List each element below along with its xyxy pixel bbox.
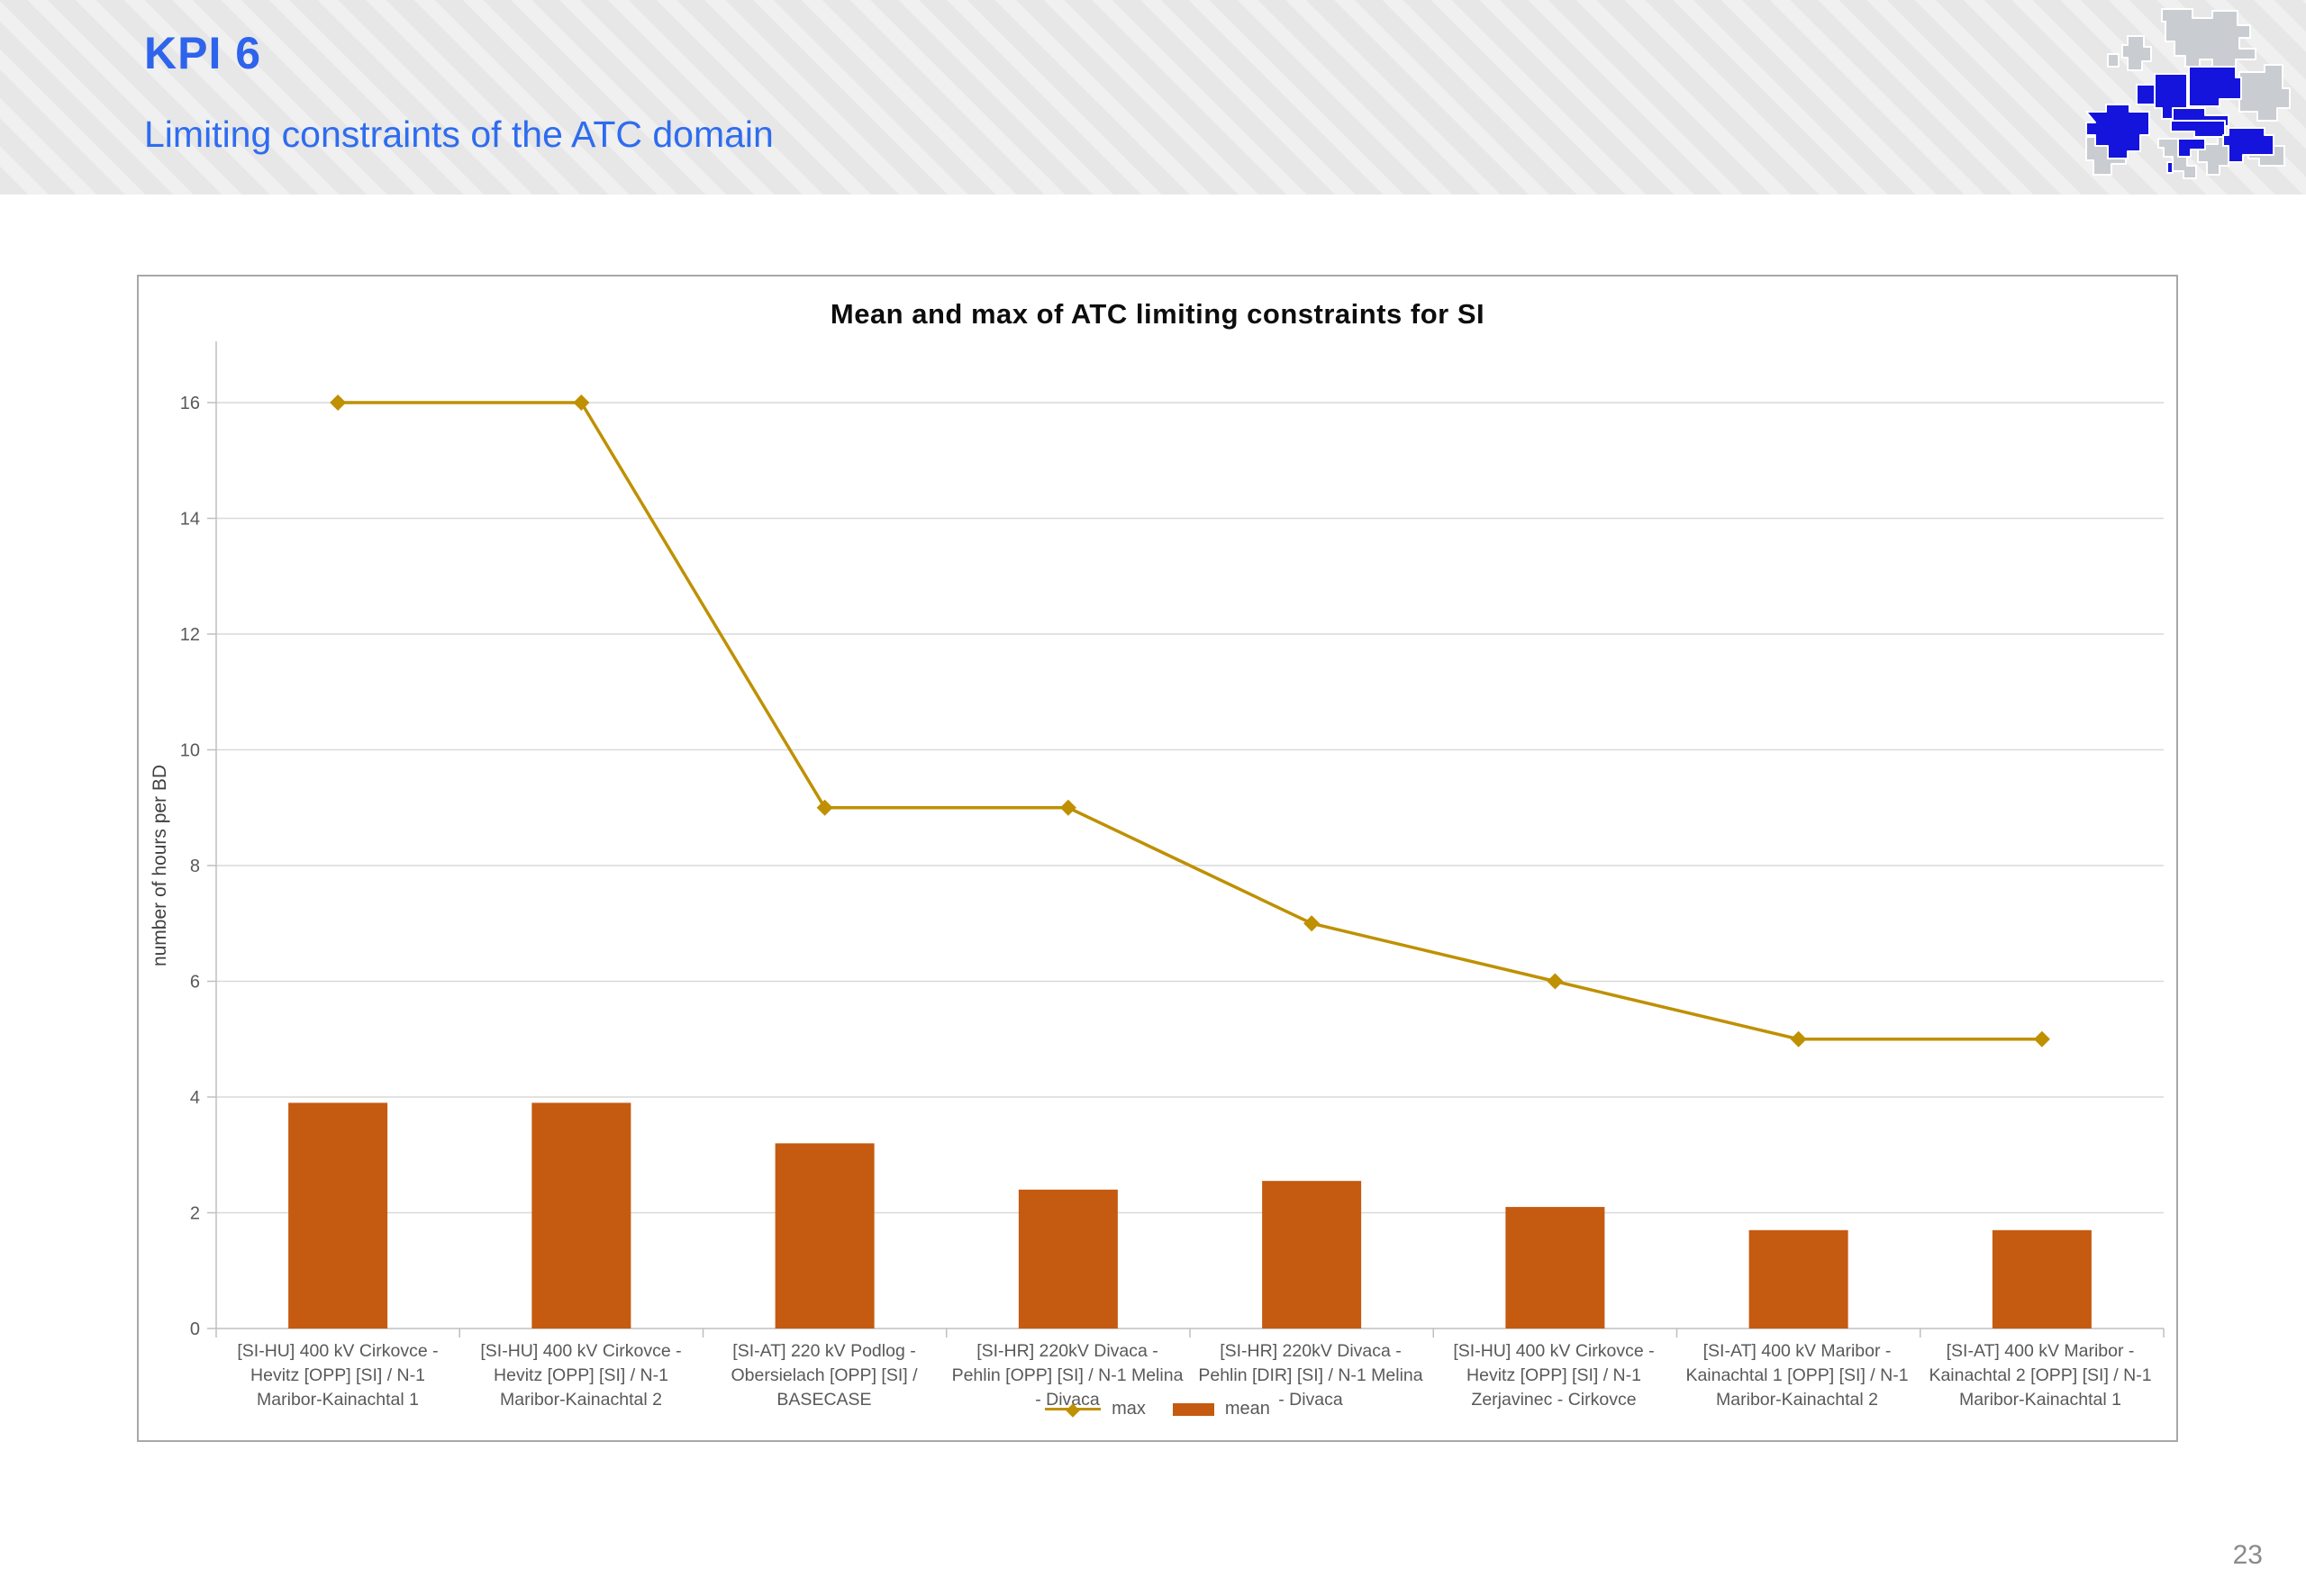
legend-item-mean: mean xyxy=(1172,1399,1270,1419)
y-tick-label: 0 xyxy=(190,1319,200,1339)
mean-bar xyxy=(1018,1189,1118,1328)
y-tick-label: 6 xyxy=(190,973,200,993)
map-landmass-uk xyxy=(2121,35,2152,71)
core-region-map-logo xyxy=(2085,8,2291,179)
mean-bar xyxy=(775,1143,875,1328)
max-point-marker xyxy=(1059,799,1076,816)
map-core-romania xyxy=(2222,127,2274,163)
page-subtitle: Limiting constraints of the ATC domain xyxy=(144,113,774,155)
map-core-france xyxy=(2085,104,2150,159)
map-landmass-north xyxy=(2161,8,2256,69)
map-landmass-ireland xyxy=(2107,53,2120,68)
map-core-slo-cro xyxy=(2177,138,2206,158)
chart-title: Mean and max of ATC limiting constraints… xyxy=(830,298,1485,330)
y-tick-label: 2 xyxy=(190,1204,200,1224)
x-axis-labels: [SI-HU] 400 kV Cirkovce - Hevitz [OPP] [… xyxy=(216,1339,2164,1412)
page-title: KPI 6 xyxy=(144,28,262,78)
map-core-corsica xyxy=(2166,161,2174,174)
y-tick-label: 14 xyxy=(180,510,200,530)
legend-label-max: max xyxy=(1112,1399,1146,1419)
y-tick-label: 10 xyxy=(180,741,200,761)
x-category-label: [SI-HU] 400 kV Cirkovce - Hevitz [OPP] [… xyxy=(237,1341,439,1410)
x-category-label: [SI-HU] 400 kV Cirkovce - Hevitz [OPP] [… xyxy=(480,1341,682,1410)
legend-label-mean: mean xyxy=(1224,1399,1270,1419)
y-tick-label: 8 xyxy=(190,857,200,876)
page-number: 23 xyxy=(2232,1540,2263,1570)
max-point-marker xyxy=(1303,915,1321,932)
map-core-benelux xyxy=(2136,84,2156,105)
chart-legend: max mean xyxy=(139,1399,2176,1419)
x-category-label: [SI-HR] 220kV Divaca - Pehlin [DIR] [SI]… xyxy=(1198,1341,1423,1410)
x-category-label: [SI-AT] 400 kV Maribor - Kainachtal 1 [O… xyxy=(1685,1341,1909,1410)
map-core-austria-hungary xyxy=(2170,120,2226,138)
legend-item-max: max xyxy=(1045,1399,1146,1419)
mean-bar xyxy=(531,1102,631,1328)
max-point-marker xyxy=(816,799,833,816)
mean-bar-swatch xyxy=(1172,1402,1214,1416)
x-category-label: [SI-AT] 220 kV Podlog - Obersielach [OPP… xyxy=(731,1341,918,1410)
max-point-marker xyxy=(330,394,347,411)
chart-container: 0 2 4 6 8 10 12 14 16 number of hours per BD Mean… xyxy=(137,275,2178,1442)
y-axis-title: number of hours per BD xyxy=(150,765,170,966)
mean-bar xyxy=(288,1102,388,1328)
mean-bar xyxy=(1505,1207,1605,1328)
map-landmass-east xyxy=(2235,64,2291,122)
max-point-marker xyxy=(2033,1030,2050,1047)
x-category-label: [SI-HU] 400 kV Cirkovce - Hevitz [OPP] [… xyxy=(1453,1341,1655,1410)
chart-plot-area: 0 2 4 6 8 10 12 14 16 number of hours per BD xyxy=(150,341,2165,1339)
y-tick-label: 12 xyxy=(180,625,200,645)
max-line xyxy=(338,401,2042,1041)
max-point-marker xyxy=(573,394,590,411)
y-tick-label: 4 xyxy=(190,1088,200,1108)
mean-bar xyxy=(1262,1181,1362,1328)
x-category-label: [SI-HR] 220kV Divaca - Pehlin [OPP] [SI]… xyxy=(951,1341,1184,1410)
max-line-swatch xyxy=(1045,1403,1102,1418)
diamond-marker-icon xyxy=(1066,1403,1080,1418)
max-point-marker xyxy=(1790,1030,1807,1047)
header-banner: KPI 6 Limiting constraints of the ATC do… xyxy=(0,0,2306,195)
map-core-poland xyxy=(2188,66,2242,107)
mean-bar xyxy=(1992,1229,2092,1328)
x-category-label: [SI-AT] 400 kV Maribor - Kainachtal 2 [O… xyxy=(1929,1341,2152,1410)
mean-bar xyxy=(1748,1229,1848,1328)
max-point-marker xyxy=(1547,973,1564,990)
y-tick-label: 16 xyxy=(180,394,200,413)
